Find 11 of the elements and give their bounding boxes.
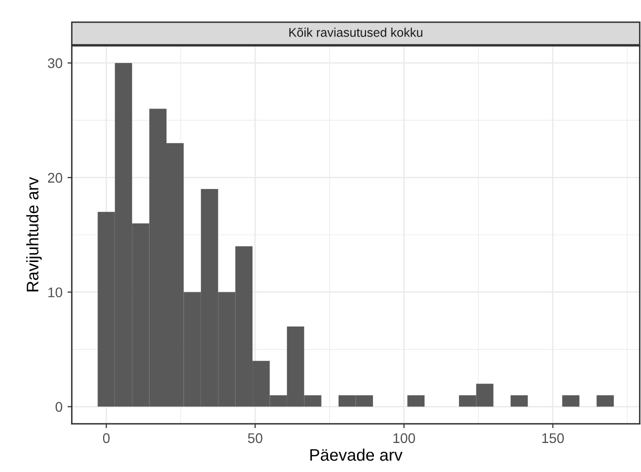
x-tick-label: 50 bbox=[248, 433, 262, 444]
y-tick-label: 0 bbox=[56, 402, 62, 412]
x-tick-label: 100 bbox=[393, 433, 416, 444]
y-tick-label: 10 bbox=[48, 287, 62, 298]
y-tick-label: 30 bbox=[48, 58, 62, 68]
x-tick-label: 0 bbox=[103, 433, 110, 444]
y-tick-label: 20 bbox=[48, 172, 62, 183]
y-axis-title: Ravijuhtude arv bbox=[26, 176, 42, 292]
x-axis-title: Päevade arv bbox=[310, 448, 402, 461]
chart-title: Kõik raviasutused kokku bbox=[289, 28, 422, 37]
x-tick-label: 150 bbox=[542, 433, 564, 444]
